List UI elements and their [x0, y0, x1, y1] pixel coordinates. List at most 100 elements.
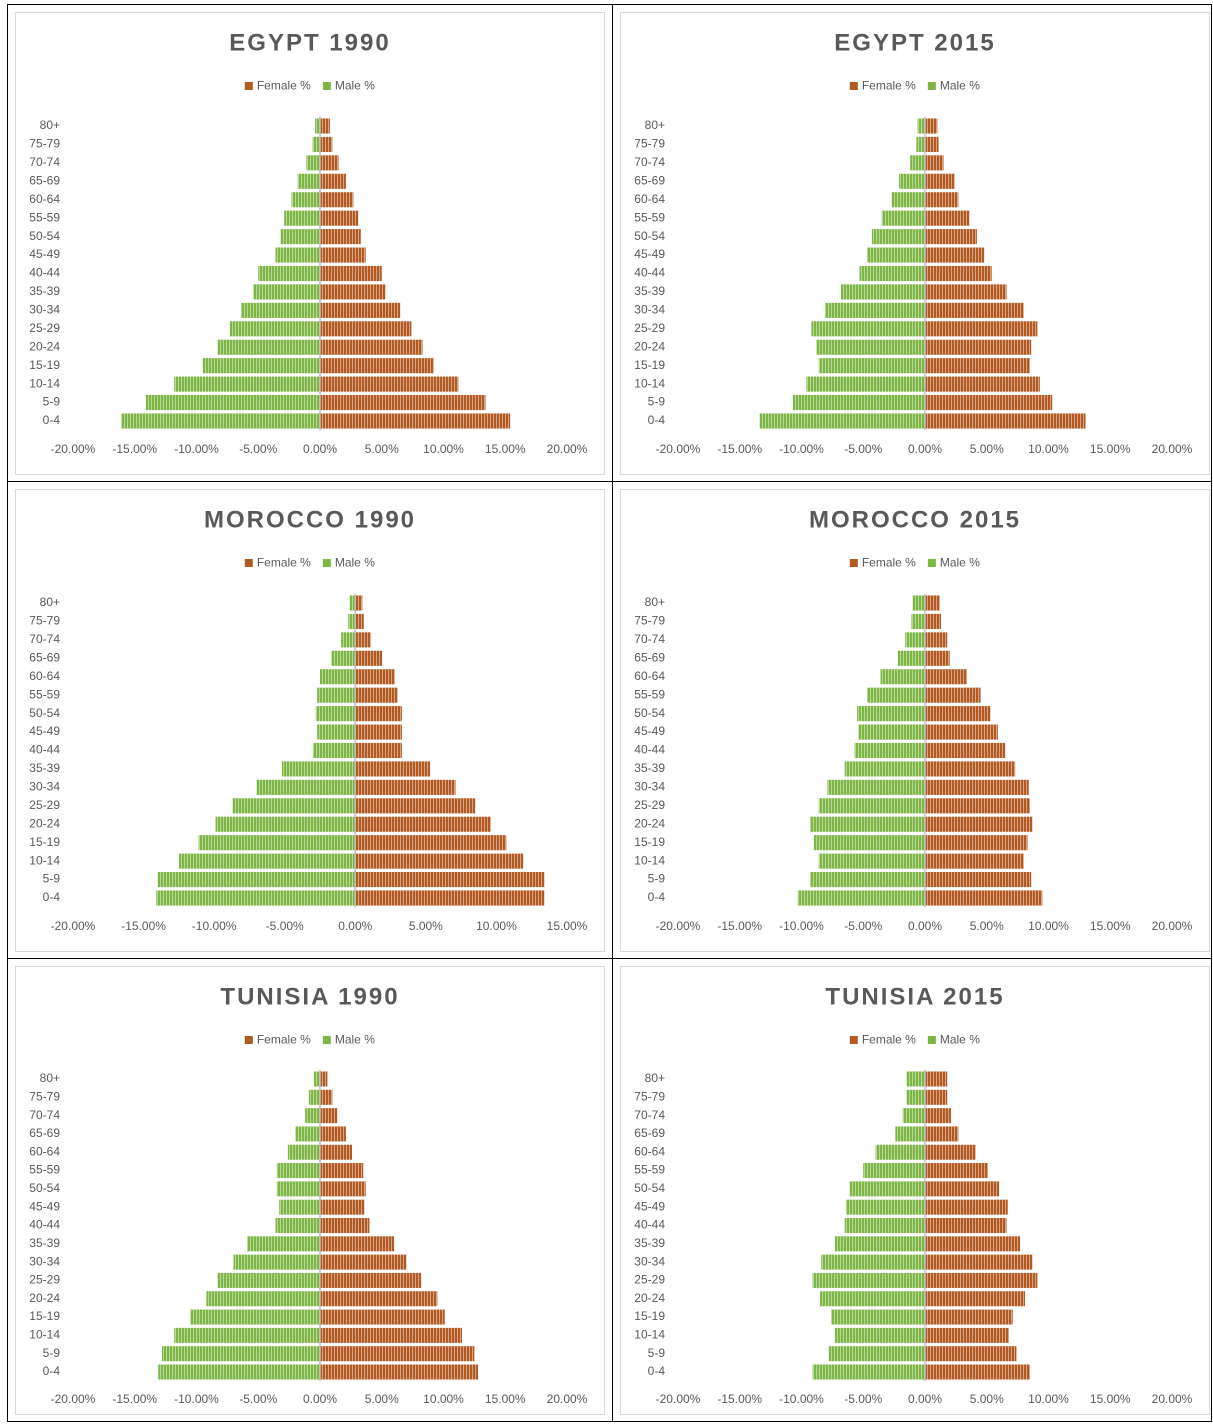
bar — [811, 321, 925, 337]
chart: TUNISIA 1990 Female % Male % 0-4 5-9 10-14 15-… — [15, 966, 605, 1415]
y-tick-label: 50-54 — [29, 706, 60, 720]
bar — [818, 358, 925, 374]
chart-title: TUNISIA 1990 — [220, 983, 399, 1010]
y-tick-label: 65-69 — [634, 650, 665, 664]
bar — [925, 210, 970, 226]
bar — [349, 595, 356, 611]
x-tick-label: 20.00% — [1152, 1392, 1193, 1406]
y-tick-label: 5-9 — [648, 395, 666, 409]
bar — [317, 687, 356, 703]
bar — [355, 816, 491, 832]
bar — [198, 835, 356, 851]
bar — [253, 284, 320, 300]
legend-label: Female % — [257, 556, 311, 570]
y-tick-label: 25-29 — [634, 321, 665, 335]
x-tick-label: -5.00% — [239, 442, 277, 456]
bar — [925, 247, 985, 263]
legend: Female % Male % — [244, 79, 375, 93]
bar — [925, 687, 981, 703]
x-tick-label: -10.00% — [779, 442, 824, 456]
x-tick-label: -10.00% — [174, 442, 219, 456]
x-tick-label: 20.00% — [1152, 442, 1193, 456]
y-tick-label: 45-49 — [29, 724, 60, 738]
x-tick-label: 10.00% — [1028, 442, 1069, 456]
bar — [320, 413, 511, 429]
bar — [844, 1217, 925, 1234]
legend-label: Female % — [862, 79, 916, 93]
y-tick-label: 25-29 — [29, 798, 60, 812]
chart: EGYPT 1990 Female % Male % 0-4 5-9 10-14 15-19… — [15, 12, 605, 475]
legend: Female % Male % — [849, 1033, 980, 1047]
chart-title: MOROCCO 1990 — [204, 506, 416, 533]
y-tick-label: 45-49 — [29, 247, 60, 261]
x-tick-label: -15.00% — [717, 919, 762, 933]
y-tick-label: 10-14 — [634, 853, 665, 867]
y-tick-label: 70-74 — [634, 1108, 665, 1122]
bar — [276, 1163, 320, 1179]
bar — [925, 1346, 1017, 1362]
legend-swatch — [927, 559, 936, 567]
x-tick-label: 0.00% — [908, 919, 942, 933]
y-tick-label: 40-44 — [634, 266, 665, 280]
bar — [875, 1144, 925, 1160]
bar — [925, 1199, 1008, 1215]
bar — [121, 413, 320, 429]
bar — [812, 1364, 925, 1380]
y-tick-label: 45-49 — [29, 1199, 60, 1213]
bar — [174, 376, 320, 392]
bar — [812, 1272, 925, 1288]
legend: Female % Male % — [849, 556, 980, 570]
bar — [320, 118, 330, 134]
x-tick-label: 15.00% — [1090, 442, 1131, 456]
x-tick-label: 0.00% — [303, 442, 337, 456]
bar — [320, 173, 346, 189]
bar — [925, 816, 1033, 832]
bar — [320, 1346, 475, 1362]
bar — [821, 1254, 925, 1270]
bar — [854, 742, 925, 759]
bar — [899, 173, 925, 189]
bar — [279, 1199, 320, 1215]
x-tick-label: -20.00% — [656, 919, 701, 933]
x-tick-label: 10.00% — [423, 442, 464, 456]
bar — [925, 1071, 948, 1087]
bar — [816, 339, 925, 355]
x-tick-label: -5.00% — [844, 442, 882, 456]
bar — [820, 1291, 925, 1307]
bar — [320, 1071, 328, 1087]
y-tick-label: 20-24 — [634, 339, 665, 353]
legend: Female % Male % — [244, 556, 375, 570]
y-tick-label: 80+ — [40, 1071, 60, 1085]
y-tick-label: 40-44 — [29, 266, 60, 280]
legend-label: Female % — [257, 79, 311, 93]
x-tick-label: 0.00% — [303, 1392, 337, 1406]
bar — [906, 1071, 925, 1087]
bar — [190, 1309, 320, 1325]
y-tick-label: 60-64 — [29, 192, 60, 206]
bar — [355, 595, 363, 611]
bar — [911, 613, 925, 629]
y-tick-label: 65-69 — [29, 650, 60, 664]
bar — [925, 724, 998, 740]
x-tick-label: -10.00% — [192, 919, 237, 933]
bar — [315, 118, 320, 134]
legend: Female % Male % — [244, 1033, 375, 1047]
x-tick-label: 0.00% — [908, 442, 942, 456]
bar — [925, 229, 977, 245]
y-tick-label: 10-14 — [29, 1328, 60, 1342]
chart: MOROCCO 1990 Female % Male % 0-4 5-9 10-14 15-… — [15, 489, 605, 952]
y-tick-label: 65-69 — [29, 173, 60, 187]
bar — [925, 376, 1040, 392]
bar — [320, 229, 361, 245]
bar — [355, 669, 395, 685]
bar — [341, 632, 356, 648]
x-tick-label: 15.00% — [485, 1392, 526, 1406]
y-tick-label: 5-9 — [43, 395, 61, 409]
bar — [313, 1071, 320, 1087]
y-tick-label: 15-19 — [634, 1309, 665, 1323]
y-tick-label: 55-59 — [29, 687, 60, 701]
bar — [320, 321, 412, 337]
legend-label: Female % — [257, 1033, 311, 1047]
bar — [857, 706, 925, 722]
bar — [355, 853, 524, 869]
